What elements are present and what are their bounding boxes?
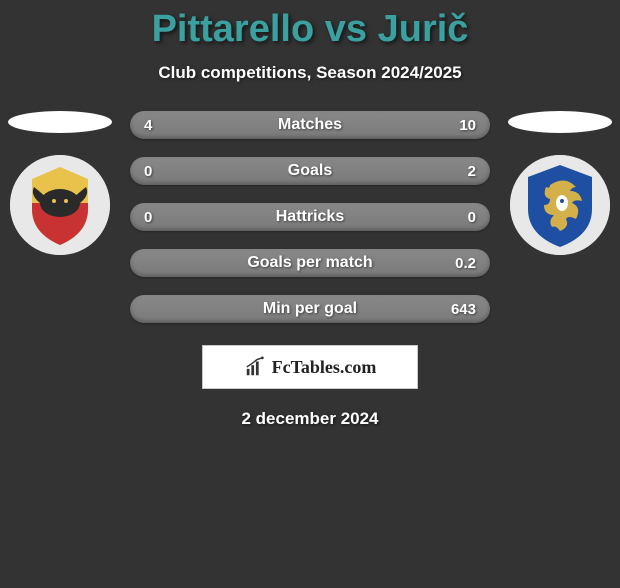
stat-bar-matches: 4 Matches 10 — [130, 111, 490, 139]
stat-label: Min per goal — [130, 300, 490, 318]
right-club-crest — [510, 155, 610, 255]
stat-right-value: 643 — [451, 301, 476, 318]
left-ellipse — [8, 111, 112, 133]
stat-right-value: 2 — [468, 163, 476, 180]
brand-box[interactable]: FcTables.com — [202, 345, 418, 389]
stat-left-value: 0 — [144, 163, 152, 180]
stat-left-value: 0 — [144, 209, 152, 226]
stat-right-value: 0.2 — [455, 255, 476, 272]
stat-bar-goals: 0 Goals 2 — [130, 157, 490, 185]
stat-label: Goals — [130, 162, 490, 180]
stat-label: Goals per match — [130, 254, 490, 272]
vs-text: vs — [325, 8, 367, 50]
comparison-content: 4 Matches 10 0 Goals 2 0 Hattricks 0 Goa… — [0, 107, 620, 429]
stat-label: Matches — [130, 116, 490, 134]
stat-bar-min-per-goal: Min per goal 643 — [130, 295, 490, 323]
left-club-crest — [10, 155, 110, 255]
right-ellipse — [508, 111, 612, 133]
stat-bar-goals-per-match: Goals per match 0.2 — [130, 249, 490, 277]
brand-text: FcTables.com — [272, 357, 377, 378]
date-text: 2 december 2024 — [0, 409, 620, 429]
player2-name: Jurič — [378, 8, 469, 50]
right-player-stack — [505, 107, 615, 255]
subtitle: Club competitions, Season 2024/2025 — [0, 63, 620, 83]
stat-right-value: 0 — [468, 209, 476, 226]
stat-left-value: 4 — [144, 117, 152, 134]
chart-icon — [244, 356, 266, 378]
stat-right-value: 10 — [459, 117, 476, 134]
left-player-stack — [5, 107, 115, 255]
comparison-title: Pittarello vs Jurič — [0, 8, 620, 51]
stat-bar-hattricks: 0 Hattricks 0 — [130, 203, 490, 231]
stat-bars: 4 Matches 10 0 Goals 2 0 Hattricks 0 Goa… — [130, 107, 490, 323]
player1-name: Pittarello — [152, 8, 315, 50]
stat-label: Hattricks — [130, 208, 490, 226]
